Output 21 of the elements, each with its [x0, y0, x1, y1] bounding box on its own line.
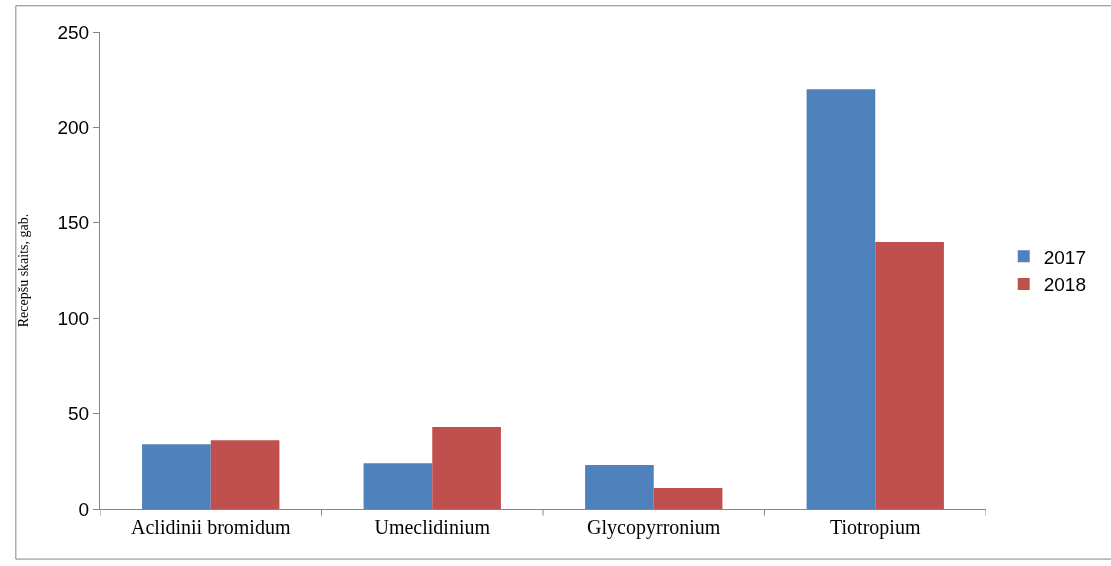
y-tick-label: 100 — [57, 307, 90, 329]
bar — [363, 463, 433, 509]
y-axis-title: Recepšu skaits, gab. — [16, 213, 32, 328]
bar — [142, 444, 211, 509]
bar — [432, 426, 501, 509]
legend-label: 2017 — [1043, 246, 1086, 268]
y-tick-label: 250 — [57, 21, 90, 43]
x-tick-label: Tiotropium — [830, 516, 921, 539]
bar — [210, 440, 280, 509]
legend-label: 2018 — [1043, 274, 1086, 296]
y-tick-label: 200 — [57, 117, 90, 139]
x-tick-label: Umeclidinium — [374, 516, 491, 538]
y-tick-label: 0 — [78, 498, 90, 520]
bar — [653, 488, 723, 509]
bar — [585, 465, 654, 509]
y-tick-label: 150 — [57, 212, 90, 234]
x-tick-label: Aclidinii bromidum — [131, 516, 291, 538]
y-tick-label: 50 — [68, 403, 90, 425]
bar — [875, 241, 944, 509]
bar — [806, 89, 876, 509]
x-tick-label: Glycopyrronium — [587, 516, 721, 539]
